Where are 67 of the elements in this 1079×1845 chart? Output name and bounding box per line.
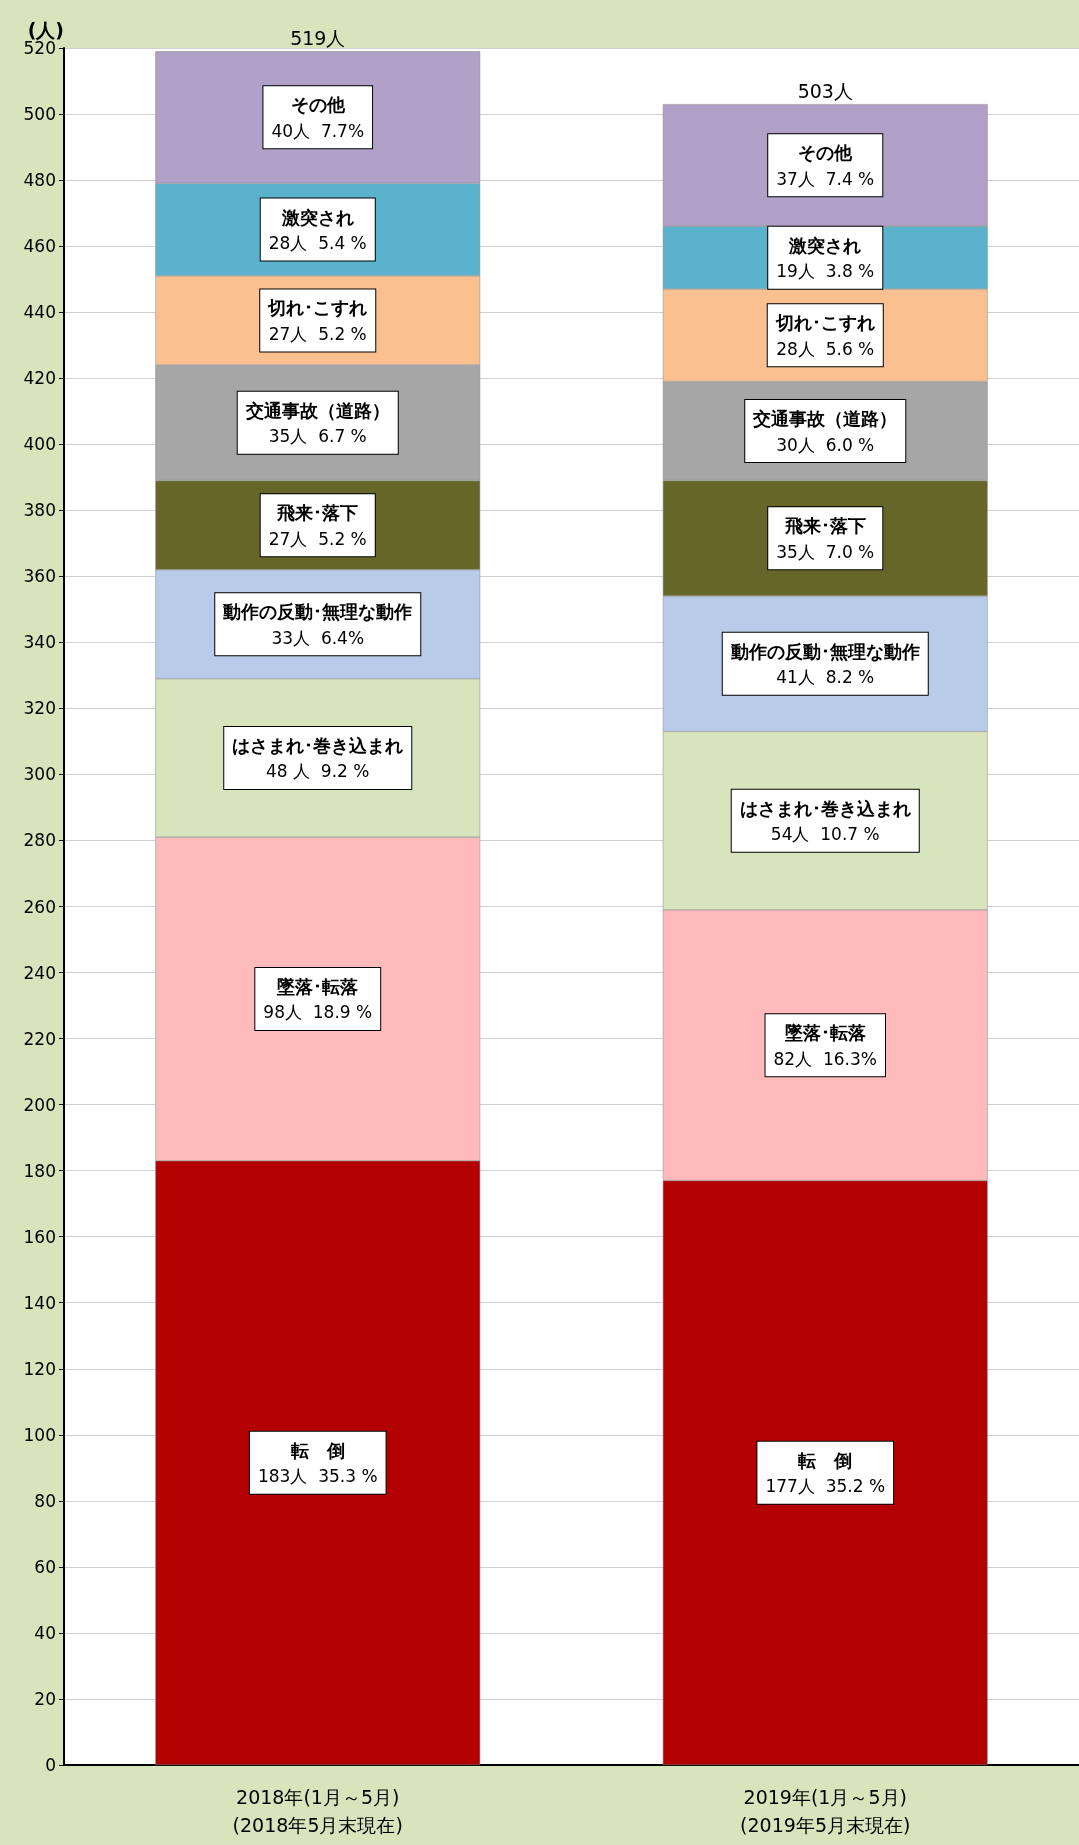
y-axis-title: (人) [27,19,64,42]
data-label: 19人 3.8 % [776,261,875,282]
y-tick-label: 200 [23,1094,56,1115]
y-tick-label: 360 [23,566,56,587]
y-tick-label: 400 [23,434,56,455]
series-label: 飛来･落下 [276,502,359,524]
total-label: 519人 [290,26,346,49]
y-tick-label: 160 [23,1226,56,1247]
y-tick-label: 380 [23,500,56,521]
text: 切れ･こすれ [775,312,875,334]
data-label: 35人 7.0 % [776,541,875,562]
data-label: 37人 7.4 % [776,168,875,189]
text: 動作の反動･無理な動作 [730,640,920,662]
series-label: 墜落･転落 [783,1022,866,1044]
y-tick-label: 460 [23,236,56,257]
text: その他 [290,94,345,116]
text: 墜落･転落 [277,975,359,997]
text: 転 倒 [798,1449,853,1471]
x-tick-label: 2019年(1月～5月) (2019年5月末現在) [740,1786,911,1836]
data-label: 33人 6.4% [271,627,365,648]
data-label: 28人 5.4 % [268,233,367,254]
y-tick-label: 440 [23,302,56,323]
total-label: 503人 [797,79,853,102]
y-tick-label: 220 [23,1028,56,1049]
y-tick-label: 260 [23,896,56,917]
data-label: 54人 10.7 % [770,824,880,845]
y-tick-label: 320 [23,698,56,719]
series-label: その他 [798,142,854,164]
data-label: 30人 6.0 % [776,434,875,455]
y-tick-label: 300 [23,764,56,785]
x-tick-label: 2018年(1月～5月) (2018年5月末現在) [232,1786,403,1836]
data-label: 40人 7.7% [271,120,365,141]
series-label: 切れ･こすれ [267,297,368,319]
y-tick-label: 0 [45,1755,56,1775]
y-tick-label: 80 [34,1490,56,1511]
y-tick-label: 100 [23,1424,56,1445]
data-label: 27人 5.2 % [268,528,367,549]
data-label: 27人 5.2 % [268,323,367,344]
y-tick-label: 480 [23,170,56,191]
data-label: 82人 16.3% [773,1048,877,1069]
text: 激突され [281,206,354,228]
y-tick-label: 180 [23,1160,56,1181]
y-tick-label: 60 [34,1556,56,1577]
data-label: 177人 35.2 % [765,1476,886,1497]
y-tick-label: 280 [23,830,56,851]
y-tick-label: 420 [23,368,56,389]
data-label: 183人 35.3 % [257,1466,378,1487]
data-label: 48 人 9.2 % [266,761,370,782]
series-label: 動作の反動･無理な動作 [222,601,413,623]
data-label: 28人 5.6 % [776,338,875,359]
text: 飛来･落下 [784,515,866,537]
y-tick-label: 140 [23,1292,56,1313]
series-label: 転 倒 [290,1439,345,1461]
y-tick-label: 340 [23,632,56,653]
data-label: 35人 6.7 % [268,426,367,447]
data-label: 98人 18.9 % [263,1002,373,1023]
text: 交通事故（道路） [245,399,390,421]
text: はさまれ･巻き込まれ [739,797,911,819]
y-tick-label: 20 [34,1688,56,1709]
series-label: 激突され [788,234,862,256]
series-label: 交通事故（道路） [752,408,898,430]
y-tick-label: 40 [34,1622,56,1643]
y-tick-label: 500 [23,104,56,125]
data-label: 41人 8.2 % [776,667,875,688]
y-tick-label: 120 [23,1358,56,1379]
series-label: はさまれ･巻き込まれ [232,734,404,756]
y-tick-label: 240 [23,962,56,983]
